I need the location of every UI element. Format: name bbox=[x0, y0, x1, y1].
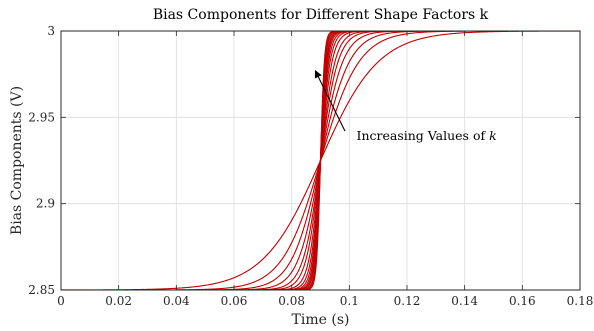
chart-title: Bias Components for Different Shape Fact… bbox=[153, 7, 489, 23]
x-tick-label: 0.1 bbox=[340, 294, 359, 308]
y-tick-label: 2.95 bbox=[28, 110, 55, 124]
annotation: Increasing Values of k bbox=[314, 70, 497, 143]
series-lines bbox=[61, 31, 580, 290]
y-axis-label: Bias Components (V) bbox=[9, 86, 25, 235]
x-tick-label: 0.14 bbox=[451, 294, 478, 308]
x-tick-label: 0.18 bbox=[567, 294, 594, 308]
y-tick-label: 2.85 bbox=[28, 283, 55, 297]
x-tick-label: 0.02 bbox=[105, 294, 132, 308]
y-tick-label: 2.9 bbox=[36, 197, 55, 211]
annotation-text: Increasing Values of k bbox=[357, 128, 497, 143]
axis-ticks: 0 0.02 0.04 0.06 0.08 0.1 0.12 0.14 0.16 0.18 2.85… bbox=[28, 24, 593, 308]
plot-frame bbox=[60, 30, 581, 291]
x-axis-label: Time (s) bbox=[292, 312, 350, 328]
x-tick-label: 0.04 bbox=[163, 294, 190, 308]
annotation-text-k: k bbox=[489, 128, 497, 143]
grid-lines bbox=[61, 31, 580, 290]
x-tick-label: 0.06 bbox=[221, 294, 248, 308]
x-tick-label: 0.16 bbox=[509, 294, 536, 308]
x-tick-label: 0 bbox=[57, 294, 65, 308]
x-tick-label: 0.08 bbox=[278, 294, 305, 308]
annotation-arrow bbox=[314, 70, 346, 132]
x-tick-label: 0.12 bbox=[394, 294, 421, 308]
y-tick-label: 3 bbox=[47, 24, 55, 38]
annotation-text-prefix: Increasing Values of bbox=[357, 128, 490, 143]
series-line-k bbox=[61, 31, 580, 290]
